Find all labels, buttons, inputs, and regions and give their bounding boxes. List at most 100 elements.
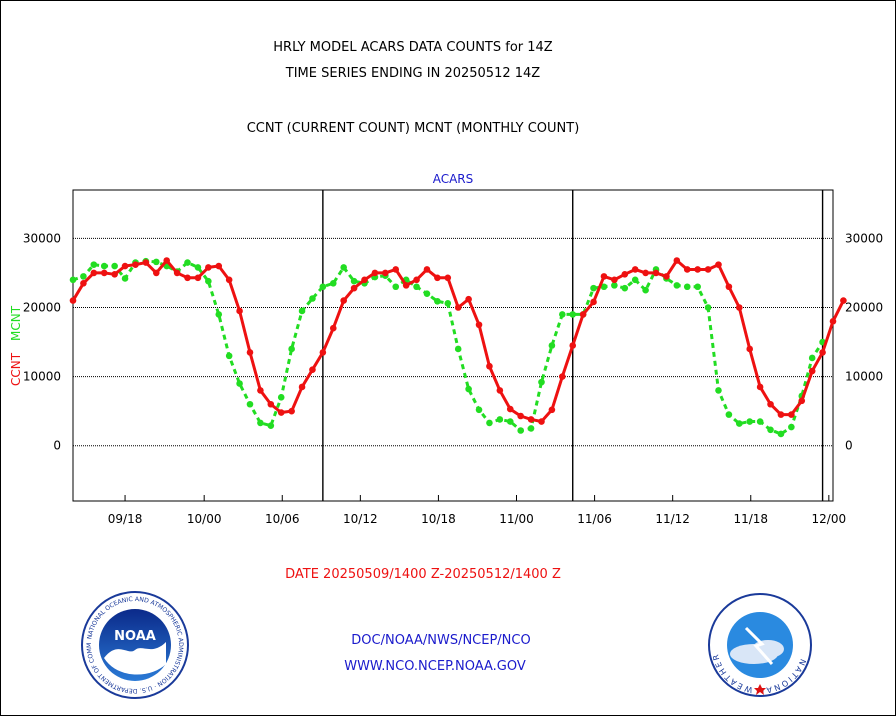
point-ccnt: [798, 397, 806, 405]
point-mcnt: [808, 354, 816, 362]
point-ccnt: [777, 411, 785, 418]
point-ccnt: [225, 276, 233, 284]
point-ccnt: [277, 409, 285, 416]
y-tick-label-left: 20000: [23, 300, 61, 314]
point-mcnt: [413, 283, 420, 291]
point-ccnt: [642, 269, 649, 277]
point-mcnt: [788, 423, 795, 431]
point-mcnt: [777, 430, 785, 438]
point-mcnt: [694, 283, 701, 291]
point-mcnt: [454, 345, 462, 353]
y-tick-label-right: 10000: [845, 370, 883, 384]
point-mcnt: [621, 284, 629, 292]
point-mcnt: [340, 264, 347, 271]
point-ccnt: [246, 349, 254, 356]
point-ccnt: [402, 282, 410, 289]
point-ccnt: [506, 405, 514, 413]
point-mcnt: [90, 261, 98, 268]
point-mcnt: [194, 264, 202, 271]
point-mcnt: [527, 425, 535, 432]
point-mcnt: [205, 277, 212, 285]
point-mcnt: [704, 304, 712, 311]
point-ccnt: [683, 266, 691, 273]
point-ccnt: [100, 269, 108, 277]
y-tick-label-left: 0: [53, 439, 61, 453]
point-ccnt: [382, 269, 389, 277]
point-mcnt: [69, 276, 77, 284]
point-ccnt: [392, 266, 400, 273]
point-ccnt: [569, 342, 577, 349]
point-ccnt: [725, 283, 733, 291]
point-ccnt: [444, 274, 452, 282]
y-tick-label-right: 30000: [845, 231, 883, 245]
y-tick-label-right: 0: [845, 439, 853, 453]
point-ccnt: [152, 269, 160, 277]
point-mcnt: [746, 418, 754, 425]
point-mcnt: [423, 290, 431, 297]
point-ccnt: [69, 297, 77, 304]
point-ccnt: [517, 412, 524, 420]
point-ccnt: [704, 266, 712, 273]
point-mcnt: [298, 307, 306, 315]
point-mcnt: [736, 420, 743, 427]
point-ccnt: [840, 297, 847, 304]
x-tick-label: 09/18: [108, 512, 143, 526]
point-mcnt: [506, 418, 514, 425]
point-ccnt: [142, 259, 150, 266]
point-mcnt: [111, 262, 118, 270]
point-mcnt: [767, 426, 774, 434]
point-ccnt: [527, 416, 535, 423]
point-mcnt: [611, 282, 618, 289]
point-ccnt: [423, 266, 431, 273]
series-line-mcnt: [72, 259, 824, 436]
point-mcnt: [392, 283, 400, 291]
point-ccnt: [132, 261, 139, 268]
point-ccnt: [559, 373, 566, 380]
point-ccnt: [288, 407, 295, 415]
x-tick-label: 11/18: [733, 512, 768, 526]
point-ccnt: [746, 345, 754, 353]
point-mcnt: [600, 283, 608, 291]
point-ccnt: [829, 318, 837, 325]
y-tick-label-left: 10000: [23, 370, 61, 384]
point-mcnt: [548, 342, 556, 349]
point-mcnt: [725, 411, 733, 418]
point-mcnt: [475, 406, 483, 414]
point-ccnt: [496, 387, 504, 394]
point-ccnt: [194, 274, 202, 282]
point-mcnt: [288, 345, 295, 353]
point-ccnt: [236, 307, 243, 315]
point-mcnt: [673, 282, 681, 289]
point-ccnt: [257, 387, 264, 394]
point-ccnt: [267, 400, 275, 408]
point-mcnt: [309, 295, 316, 302]
point-ccnt: [600, 273, 608, 280]
point-ccnt: [611, 276, 618, 284]
ylabel-mcnt: MCNT: [9, 305, 23, 341]
point-ccnt: [80, 280, 87, 287]
point-ccnt: [121, 262, 129, 270]
point-mcnt: [184, 259, 191, 266]
point-mcnt: [486, 419, 493, 427]
point-ccnt: [413, 276, 420, 284]
title-line-2: TIME SERIES ENDING IN 20250512 14Z: [285, 66, 541, 81]
point-mcnt: [257, 419, 264, 427]
x-tick-label: 11/06: [577, 512, 612, 526]
point-mcnt: [559, 311, 566, 318]
ylabel-ccnt: CCNT: [9, 352, 23, 386]
point-ccnt: [319, 349, 327, 356]
point-mcnt: [152, 258, 160, 266]
point-mcnt: [277, 394, 285, 401]
point-ccnt: [475, 321, 483, 329]
point-ccnt: [309, 366, 316, 373]
point-ccnt: [736, 304, 743, 311]
point-mcnt: [631, 276, 639, 284]
point-ccnt: [715, 261, 722, 268]
point-ccnt: [621, 271, 629, 278]
x-tick-label: 10/00: [187, 512, 222, 526]
point-ccnt: [548, 406, 556, 414]
point-mcnt: [236, 380, 243, 387]
point-ccnt: [663, 273, 670, 280]
point-mcnt: [100, 262, 108, 270]
point-mcnt: [569, 311, 577, 318]
